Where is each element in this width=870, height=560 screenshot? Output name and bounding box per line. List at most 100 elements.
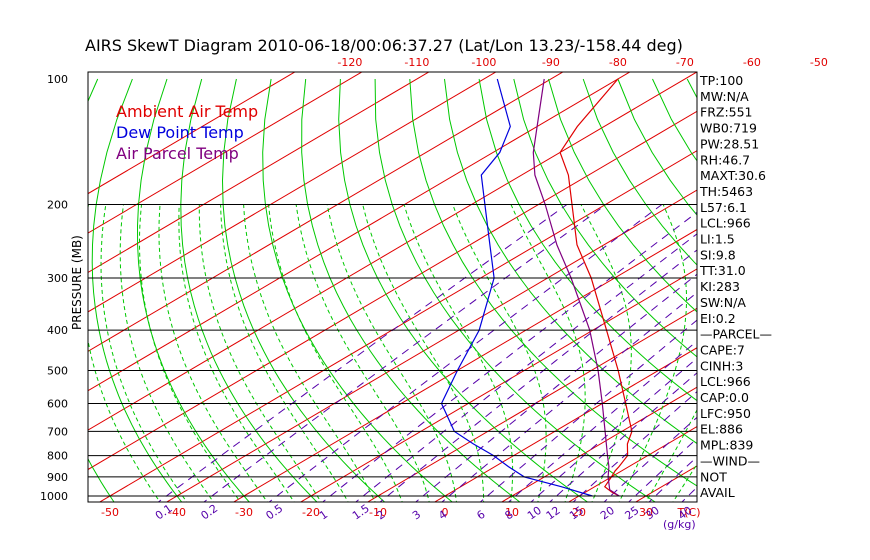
stat-item: SI:9.8 (700, 247, 736, 262)
legend-entry: Ambient Air Temp (116, 102, 258, 121)
moist-adiabat (268, 204, 403, 502)
mixing-ratio-tick-label: 10 (525, 504, 544, 523)
dry-adiabat (0, 79, 63, 505)
isotherm (88, 72, 631, 392)
stat-item: EL:886 (700, 422, 743, 437)
mixing-ratio-tick-label: 6 (474, 508, 487, 523)
stat-item: NOT (700, 469, 727, 484)
stat-item: TP:100 (699, 73, 743, 88)
dry-adiabat (136, 78, 250, 502)
bottom-temperature-tick-label: -20 (302, 506, 320, 519)
isotherm (98, 150, 697, 502)
stat-item: FRZ:551 (700, 105, 753, 120)
dry-adiabat (338, 78, 589, 502)
dry-adiabat (478, 78, 697, 402)
stat-item: CINH:3 (700, 358, 743, 373)
dry-adiabat (221, 78, 386, 502)
pressure-tick-label: 500 (47, 365, 68, 378)
top-temperature-tick-label: -60 (743, 56, 761, 69)
moist-adiabat (139, 204, 241, 502)
mixing-ratio-line (157, 204, 568, 502)
moist-adiabat (198, 204, 322, 502)
stat-item: LFC:950 (700, 406, 751, 421)
isotherm (88, 72, 430, 274)
bottom-temperature-tick-label: -30 (235, 506, 253, 519)
mixing-ratio-line (507, 340, 697, 502)
isotherm (567, 425, 697, 502)
dry-adiabat (374, 78, 657, 502)
dry-adiabat (513, 78, 697, 358)
pressure-tick-label: 600 (47, 398, 68, 411)
isotherm (299, 268, 697, 502)
moist-adiabat (220, 204, 349, 502)
moist-adiabat (672, 463, 697, 502)
bottom-temperature-tick-labels: -50 -40 -30 -20 -10 0 10 20 30 T(C) (101, 506, 700, 519)
mixing-ratio-line (441, 291, 697, 502)
series-ambient-air-temp (559, 78, 633, 497)
top-temperature-tick-labels: -120-110-100-90-80-70-60-50-40 (337, 56, 827, 69)
bottom-temperature-tick-label: -40 (168, 506, 186, 519)
mixing-ratio-line (415, 273, 697, 502)
pressure-tick-label: 1000 (40, 490, 68, 503)
legend-entry: Air Parcel Temp (116, 144, 239, 163)
top-temperature-tick-label: -80 (609, 56, 627, 69)
dry-adiabat (791, 79, 870, 505)
stat-item: —PARCEL— (700, 327, 772, 342)
isotherm (88, 72, 363, 234)
stat-item: WB0:719 (700, 121, 757, 136)
mixing-ratio-tick-label: 0.1 (153, 502, 175, 523)
series-air-parcel-temp (532, 78, 620, 497)
top-temperature-tick-label: -120 (337, 56, 362, 69)
stat-item: CAP:0.0 (700, 390, 749, 405)
mixing-ratio-line (379, 249, 697, 502)
dry-adiabat (301, 78, 521, 502)
pressure-tick-label: 400 (47, 324, 68, 337)
moist-adiabat (326, 204, 457, 502)
isotherm (366, 307, 697, 502)
stat-item: TT:31.0 (699, 263, 746, 278)
isotherm (88, 72, 296, 195)
pressure-tick-label: 800 (47, 450, 68, 463)
dry-adiabat (548, 78, 697, 313)
chart-title: AIRS SkewT Diagram 2010-06-18/00:06:37.2… (85, 36, 683, 55)
dry-adiabat (180, 78, 318, 502)
mixing-ratio-tick-label: 1.5 (350, 502, 372, 523)
mixing-ratio-line (479, 319, 697, 502)
moist-adiabat (119, 204, 215, 502)
mixing-ratio-tick-label: 20 (598, 504, 617, 523)
moist-adiabat (403, 204, 514, 502)
mixing-ratio-tick-label: 12 (544, 504, 563, 523)
moist-adiabat (618, 204, 687, 502)
mixing-ratio-tick-label: 0.2 (198, 502, 220, 523)
dry-adiabat (652, 78, 697, 162)
bottom-temperature-tick-label: 0 (442, 506, 449, 519)
moist-adiabat (100, 204, 188, 502)
pressure-tick-labels: 1000 900 800 700 600 500 400 300 200 100 (40, 73, 68, 503)
isotherm (88, 110, 697, 471)
mixing-ratio-line (530, 357, 697, 502)
stat-item: EI:0.2 (700, 311, 736, 326)
pressure-tick-label: 300 (47, 272, 68, 285)
dry-adiabat (444, 78, 697, 445)
moist-adiabat (158, 204, 268, 502)
moist-adiabat (88, 204, 161, 502)
isotherm (88, 72, 497, 313)
stat-item: LCL:966 (700, 216, 751, 231)
bottom-temperature-tick-label: -10 (369, 506, 387, 519)
stat-item: MAXT:30.6 (700, 168, 766, 183)
plot-frame (87, 71, 698, 503)
pressure-tick-label: 100 (47, 73, 68, 86)
mixing-ratio-line (549, 372, 697, 502)
legend-entry: Dew Point Temp (116, 123, 244, 142)
pressure-tick-label: 200 (47, 199, 68, 212)
pressure-tick-label: 700 (47, 425, 68, 438)
isotherm (88, 72, 697, 431)
stat-item: SW:N/A (700, 295, 746, 310)
dry-adiabat (582, 78, 697, 266)
mixing-ratio-line (203, 204, 607, 502)
pressure-tick-label: 900 (47, 471, 68, 484)
stat-item: PW:28.51 (700, 136, 759, 151)
top-temperature-tick-label: -100 (471, 56, 496, 69)
mixing-ratio-unit-label: (g/kg) (663, 518, 696, 531)
plot-area (0, 72, 870, 505)
